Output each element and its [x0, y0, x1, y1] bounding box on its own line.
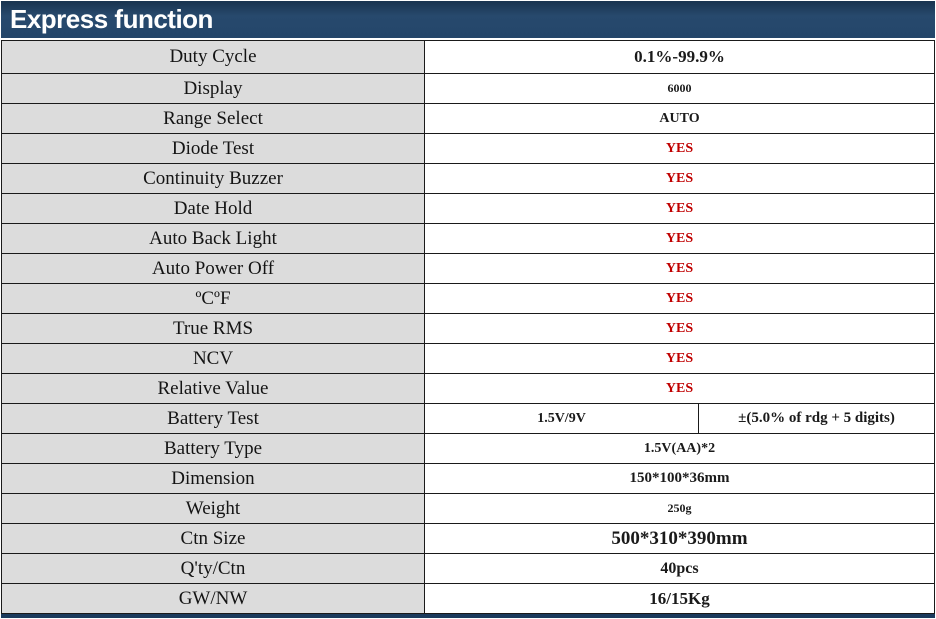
spec-value: 40pcs — [425, 554, 934, 583]
table-row-date-hold: Date Hold YES — [2, 194, 934, 224]
spec-value: 16/15Kg — [425, 584, 934, 613]
table-row-ncv: NCV YES — [2, 344, 934, 374]
table-row-diode-test: Diode Test YES — [2, 134, 934, 164]
spec-label: Auto Power Off — [2, 254, 425, 283]
spec-value: YES — [425, 194, 934, 223]
spec-label: Weight — [2, 494, 425, 523]
spec-value: AUTO — [425, 104, 934, 133]
table-row-relative-value: Relative Value YES — [2, 374, 934, 404]
table-row-auto-power-off: Auto Power Off YES — [2, 254, 934, 284]
table-row-gw-nw: GW/NW 16/15Kg — [2, 584, 934, 614]
spec-label: Duty Cycle — [2, 41, 425, 73]
spec-value: 6000 — [425, 74, 934, 103]
spec-label: Display — [2, 74, 425, 103]
table-row-battery-type: Battery Type 1.5V(AA)*2 — [2, 434, 934, 464]
table-row-continuity-buzzer: Continuity Buzzer YES — [2, 164, 934, 194]
spec-value: YES — [425, 314, 934, 343]
spec-value-group: 1.5V/9V ±(5.0% of rdg + 5 digits) — [425, 404, 934, 433]
spec-label: Battery Type — [2, 434, 425, 463]
spec-value: YES — [425, 164, 934, 193]
spec-value: 150*100*36mm — [425, 464, 934, 493]
spec-label: GW/NW — [2, 584, 425, 613]
spec-value: YES — [425, 254, 934, 283]
spec-value: YES — [425, 344, 934, 373]
spec-value-accuracy: ±(5.0% of rdg + 5 digits) — [698, 404, 934, 433]
spec-value: 500*310*390mm — [425, 524, 934, 553]
table-row-auto-back-light: Auto Back Light YES — [2, 224, 934, 254]
spec-label: ºCºF — [2, 284, 425, 313]
table-row-display: Display 6000 — [2, 74, 934, 104]
table-row-weight: Weight 250g — [2, 494, 934, 524]
spec-label: True RMS — [2, 314, 425, 343]
spec-table: Duty Cycle 0.1%-99.9% Display 6000 Range… — [1, 40, 935, 614]
page-title: Express function — [10, 4, 213, 34]
table-row-true-rms: True RMS YES — [2, 314, 934, 344]
table-row-dimension: Dimension 150*100*36mm — [2, 464, 934, 494]
spec-label: Battery Test — [2, 404, 425, 433]
spec-value: YES — [425, 284, 934, 313]
spec-label: Date Hold — [2, 194, 425, 223]
spec-label: NCV — [2, 344, 425, 373]
spec-value: 250g — [425, 494, 934, 523]
spec-value: YES — [425, 374, 934, 403]
spec-value: YES — [425, 134, 934, 163]
spec-label: Auto Back Light — [2, 224, 425, 253]
spec-value: YES — [425, 224, 934, 253]
spec-label: Continuity Buzzer — [2, 164, 425, 193]
spec-label: Relative Value — [2, 374, 425, 403]
table-row-battery-test: Battery Test 1.5V/9V ±(5.0% of rdg + 5 d… — [2, 404, 934, 434]
table-row-ctn-size: Ctn Size 500*310*390mm — [2, 524, 934, 554]
spec-value: 0.1%-99.9% — [425, 41, 934, 73]
spec-value: 1.5V/9V — [537, 410, 586, 426]
spec-label: Q'ty/Ctn — [2, 554, 425, 583]
table-row-range-select: Range Select AUTO — [2, 104, 934, 134]
spec-label: Range Select — [2, 104, 425, 133]
spec-value: 1.5V(AA)*2 — [425, 434, 934, 463]
spec-label: Diode Test — [2, 134, 425, 163]
table-row-celsius-fahrenheit: ºCºF YES — [2, 284, 934, 314]
bottom-accent-bar — [1, 614, 935, 618]
header-bar: Express function — [1, 1, 935, 38]
table-row-duty-cycle: Duty Cycle 0.1%-99.9% — [2, 41, 934, 74]
spec-label: Dimension — [2, 464, 425, 493]
table-row-qty-ctn: Q'ty/Ctn 40pcs — [2, 554, 934, 584]
spec-label: Ctn Size — [2, 524, 425, 553]
